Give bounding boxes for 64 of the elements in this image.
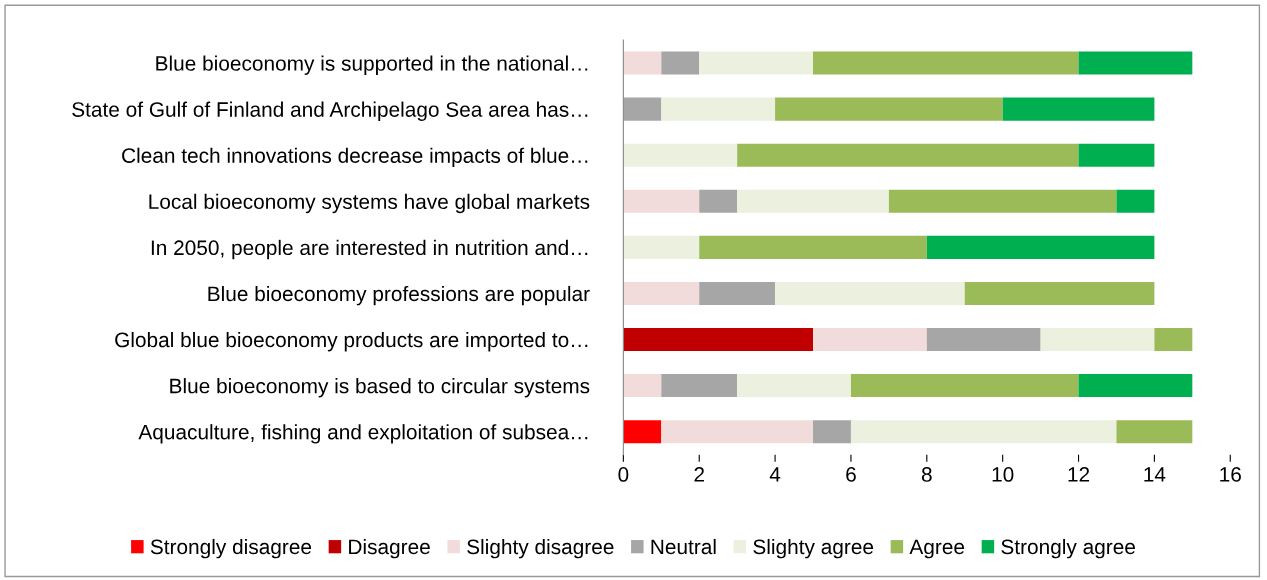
x-tick-label: 14 xyxy=(1144,467,1166,482)
legend-label: Slighty disagree xyxy=(467,538,614,559)
x-tick-label: 10 xyxy=(992,467,1014,482)
x-tick-label: 16 xyxy=(1220,467,1241,482)
bar xyxy=(1040,328,1155,352)
bar xyxy=(737,143,1079,167)
bar xyxy=(623,51,662,75)
legend-label: Slighty agree xyxy=(753,538,874,559)
bar xyxy=(623,189,700,213)
bar xyxy=(813,328,927,352)
y-tick-label: Aquaculture, fishing and exploitation of subsea… xyxy=(138,424,588,444)
bar xyxy=(1116,420,1193,444)
bar xyxy=(1078,51,1193,75)
bar xyxy=(623,235,700,259)
bar xyxy=(850,420,1117,444)
bar xyxy=(661,97,776,121)
bar xyxy=(737,374,851,398)
y-tick-label: State of Gulf of Finland and Archipelago Sea area has… xyxy=(72,101,588,122)
x-tick-label: 6 xyxy=(846,467,856,482)
bar xyxy=(623,143,738,167)
bar xyxy=(699,235,927,259)
x-tick-label: 4 xyxy=(769,467,781,482)
bar xyxy=(1002,97,1155,121)
y-tick-label: Local bioeconomy systems have global markets xyxy=(149,193,590,214)
bar xyxy=(813,420,851,444)
x-tick-label: 0 xyxy=(618,467,629,482)
y-tick-label: Global blue bioeconomy products are imported to… xyxy=(115,331,588,352)
bar xyxy=(850,374,1079,398)
bar xyxy=(775,97,1003,121)
bar xyxy=(926,235,1155,259)
legend-label: Strongly agree xyxy=(1001,538,1135,559)
bar xyxy=(888,189,1117,213)
legend-label: Agree xyxy=(909,539,965,559)
x-tick-label: 2 xyxy=(694,467,704,482)
bar xyxy=(926,328,1041,352)
bar xyxy=(661,420,814,444)
y-tick-label: Blue bioeconomy is supported in the national… xyxy=(156,55,588,75)
legend-label: Neutral xyxy=(651,538,716,555)
bar xyxy=(623,374,662,398)
bar xyxy=(964,281,1155,305)
bar xyxy=(623,328,814,352)
bar xyxy=(623,420,662,444)
y-tick-label: Blue bioeconomy professions are popular xyxy=(208,285,590,306)
y-tick-label: Blue bioeconomy is based to circular systems xyxy=(170,378,590,398)
bar xyxy=(737,189,889,213)
bar xyxy=(1078,374,1193,398)
bar xyxy=(699,51,814,75)
legend-label: Disagree xyxy=(349,538,430,559)
y-tick-label: Clean tech innovations decrease impacts of blue… xyxy=(122,147,588,168)
bar xyxy=(661,374,738,398)
bar xyxy=(1116,189,1155,213)
bar xyxy=(623,97,662,121)
bar xyxy=(699,281,776,305)
y-tick-label: In 2050, people are interested in nutrition and… xyxy=(151,239,588,260)
x-tick-label: 12 xyxy=(1068,467,1090,482)
bar xyxy=(1078,143,1155,167)
x-tick-label: 8 xyxy=(921,467,932,482)
bar xyxy=(661,51,700,75)
legend-label: Strongly disagree xyxy=(150,538,312,559)
bar xyxy=(775,281,965,305)
bar xyxy=(1154,328,1193,352)
bar xyxy=(699,189,738,213)
bar xyxy=(813,51,1079,75)
bar xyxy=(623,281,700,305)
